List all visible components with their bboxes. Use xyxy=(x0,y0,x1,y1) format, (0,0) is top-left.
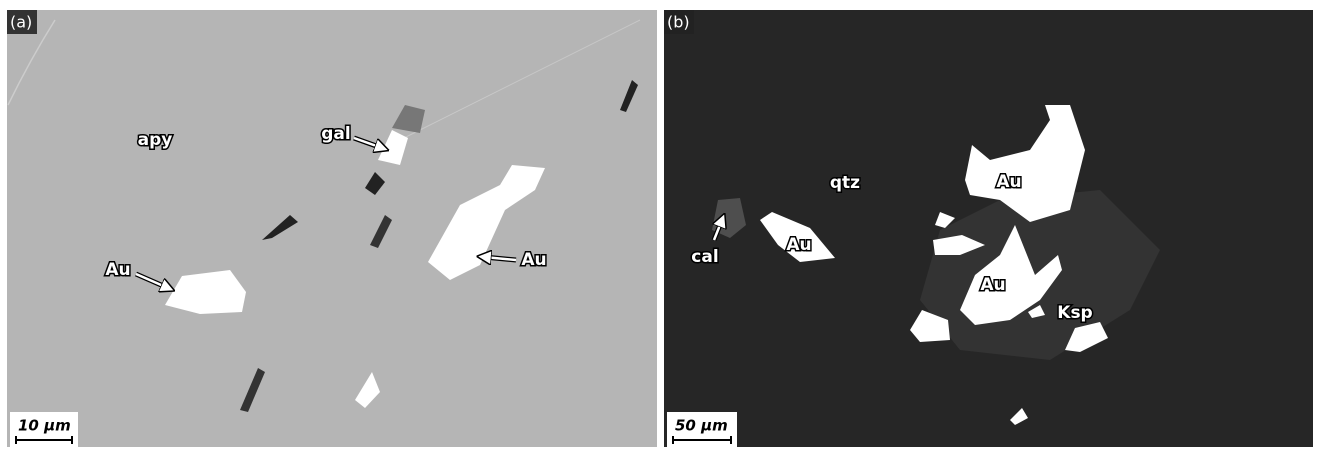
mineral-label: apy xyxy=(138,130,173,150)
panel-a: (a) apy gal Au Au 10 µm xyxy=(7,10,657,447)
mineral-label: Ksp xyxy=(1057,303,1092,323)
panel-b: (b) qtz cal Au Au Au Ksp 50 µm xyxy=(664,10,1313,447)
mineral-label: cal xyxy=(691,247,718,267)
micrograph xyxy=(7,10,657,447)
mineral-label: qtz xyxy=(830,173,860,193)
panel-label: (a) xyxy=(10,13,32,32)
mineral-label: Au xyxy=(996,172,1021,192)
panel-label: (b) xyxy=(667,13,690,32)
mineral-label: Au xyxy=(980,275,1005,295)
scale-label: 50 µm xyxy=(675,417,728,435)
mineral-label: gal xyxy=(321,124,350,144)
mineral-label: Au xyxy=(786,235,811,255)
figure: (a) apy gal Au Au 10 µm (b) qtz cal Au xyxy=(0,0,1320,451)
scale-label: 10 µm xyxy=(18,417,71,435)
mineral-label: Au xyxy=(105,260,130,280)
mineral-label: Au xyxy=(521,250,546,270)
